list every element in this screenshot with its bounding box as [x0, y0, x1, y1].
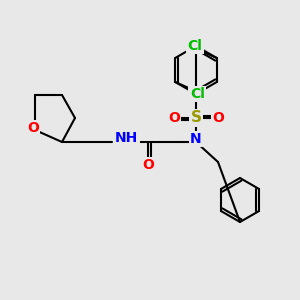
Text: O: O — [27, 121, 39, 135]
Text: N: N — [190, 132, 202, 146]
Text: O: O — [212, 111, 224, 125]
Text: O: O — [168, 111, 180, 125]
Text: Cl: Cl — [190, 87, 205, 101]
Text: Cl: Cl — [187, 39, 202, 53]
Text: S: S — [190, 110, 202, 125]
Text: NH: NH — [115, 131, 138, 145]
Text: O: O — [142, 158, 154, 172]
